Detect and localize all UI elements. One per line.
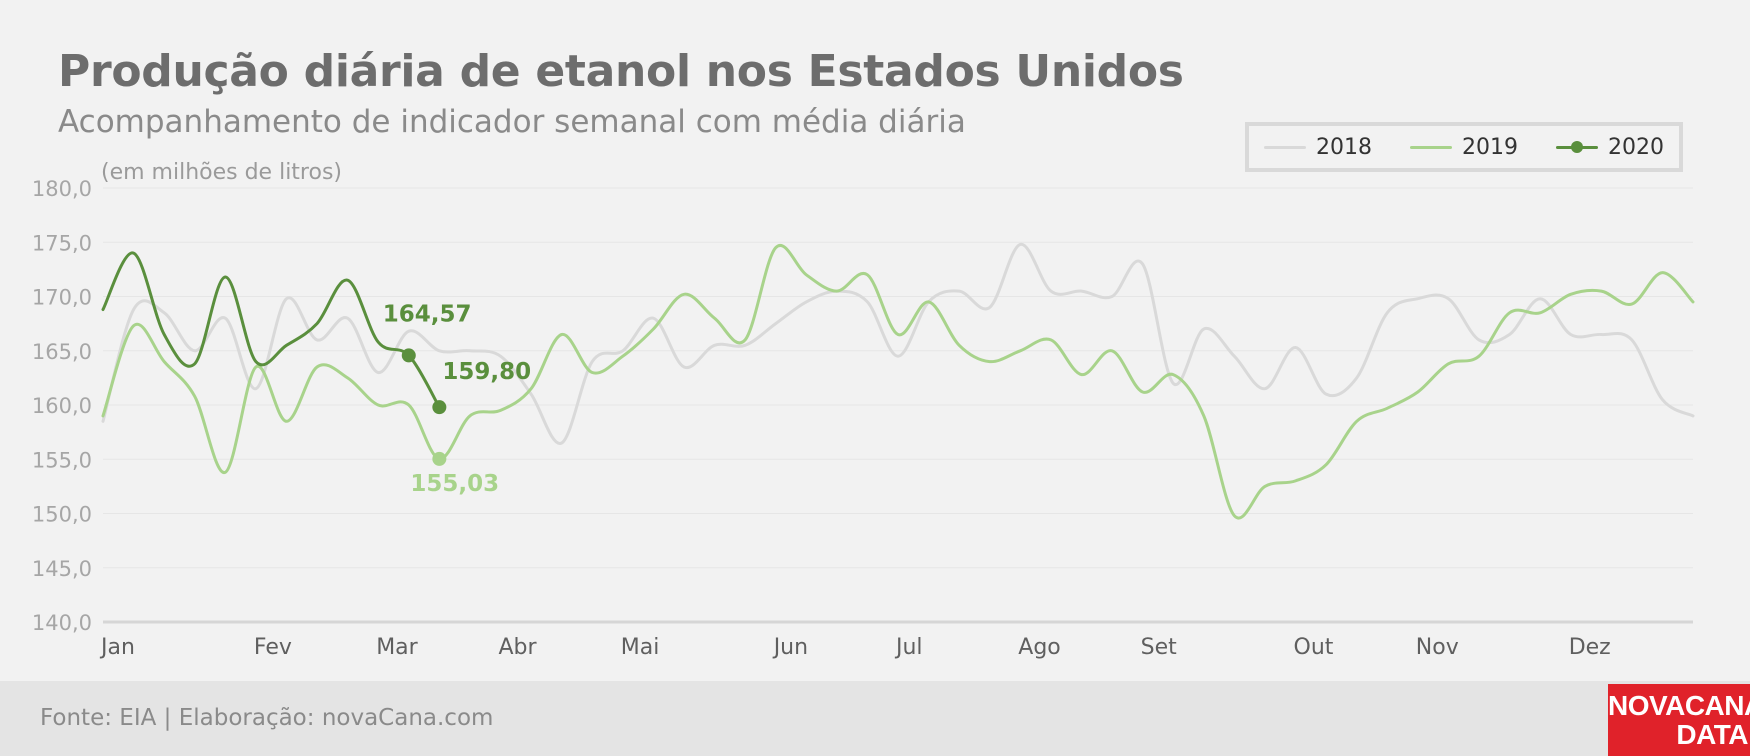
x-tick-label: Jun <box>772 635 808 660</box>
legend: 2018 2019 2020 <box>1245 122 1683 172</box>
data-point-2020 <box>432 400 447 415</box>
data-point-2020 <box>401 348 416 363</box>
x-tick-label: Mar <box>376 635 418 660</box>
unit-note: (em milhões de litros) <box>101 160 343 185</box>
x-tick-label: Dez <box>1569 635 1611 660</box>
grid-lines <box>103 187 1693 624</box>
series-lines <box>101 242 1695 520</box>
data-point-2019 <box>432 451 447 466</box>
y-tick-label: 175,0 <box>32 231 92 255</box>
y-tick-label: 160,0 <box>32 394 92 418</box>
legend-item-2018: 2018 <box>1264 135 1372 160</box>
annotations: 164,57 159,80 155,03 <box>383 301 531 497</box>
x-tick-label: Ago <box>1018 635 1060 660</box>
source-note: Fonte: EIA | Elaboração: novaCana.com <box>40 705 494 731</box>
x-tick-label: Fev <box>254 635 292 660</box>
x-tick-label: Nov <box>1416 635 1459 660</box>
legend-swatch-2018 <box>1264 141 1306 153</box>
legend-item-2019: 2019 <box>1410 135 1518 160</box>
chart-title: Produção diária de etanol nos Estados Un… <box>58 46 1184 97</box>
y-tick-label: 140,0 <box>32 611 92 635</box>
data-label-2020: 164,57 <box>383 301 472 327</box>
x-tick-label: Set <box>1141 635 1178 660</box>
y-axis-ticks: 180,0 175,0 170,0 165,0 160,0 155,0 150,0 145,0… <box>32 177 92 635</box>
legend-label-2020: 2020 <box>1608 134 1664 160</box>
x-axis-ticks: Jan Fev Mar Abr Mai Jun Jul Ago Set Out Nov Dez <box>99 635 1611 660</box>
legend-label-2019: 2019 <box>1462 134 1518 160</box>
brand-logo: NOVACANA DATA <box>1608 684 1750 756</box>
y-tick-label: 180,0 <box>32 177 92 201</box>
y-tick-label: 150,0 <box>32 503 92 527</box>
legend-label-2018: 2018 <box>1316 134 1372 160</box>
y-tick-label: 170,0 <box>32 286 92 310</box>
data-label-2019: 155,03 <box>410 471 499 497</box>
x-tick-label: Jul <box>894 635 923 660</box>
brand-logo-line1: NOVACANA <box>1608 690 1750 721</box>
series-line-2018 <box>101 242 1695 445</box>
data-label-2020: 159,80 <box>442 359 531 385</box>
legend-swatch-2020 <box>1556 141 1598 153</box>
footer: Fonte: EIA | Elaboração: novaCana.com NO… <box>0 681 1750 756</box>
y-tick-label: 145,0 <box>32 557 92 581</box>
x-tick-label: Jan <box>99 635 135 660</box>
y-tick-label: 155,0 <box>32 448 92 472</box>
chart-subtitle: Acompanhamento de indicador semanal com … <box>58 104 966 140</box>
series-line-2019 <box>101 243 1695 520</box>
x-tick-label: Out <box>1294 635 1334 660</box>
y-tick-label: 165,0 <box>32 340 92 364</box>
legend-swatch-2019 <box>1410 141 1452 153</box>
brand-logo-line2: DATA <box>1676 719 1748 750</box>
legend-item-2020: 2020 <box>1556 135 1664 160</box>
series-line-2020 <box>101 251 441 409</box>
line-chart: 180,0 175,0 170,0 165,0 160,0 155,0 150,0 145,0… <box>32 177 1695 660</box>
x-tick-label: Abr <box>499 635 538 660</box>
x-tick-label: Mai <box>621 635 660 660</box>
